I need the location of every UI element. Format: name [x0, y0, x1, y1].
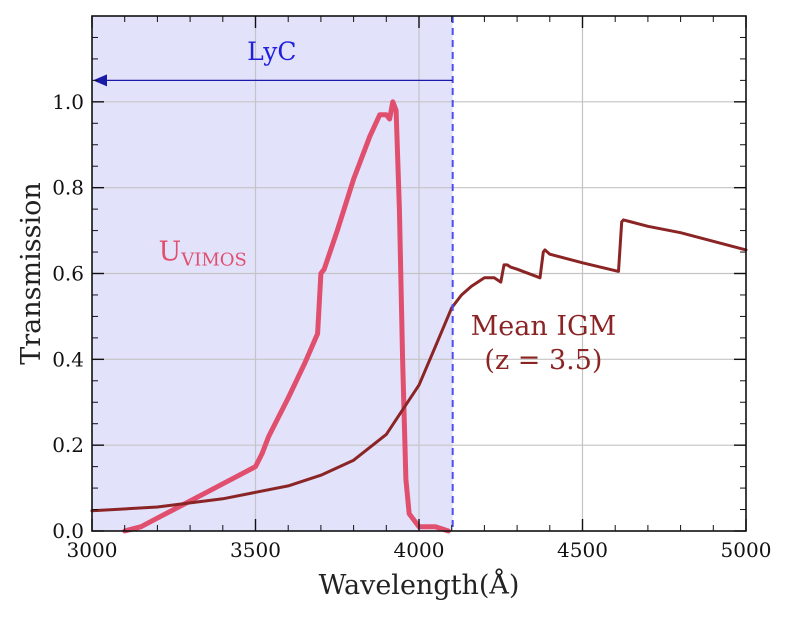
- u-vimos-label-main: U: [158, 237, 181, 268]
- mean-igm-label-line1: Mean IGM: [471, 311, 617, 342]
- frame-layer: [91, 15, 747, 532]
- y-tick-label: 0.2: [52, 433, 84, 457]
- u-vimos-label: UVIMOS: [158, 237, 246, 271]
- lyc-arrowhead: [93, 74, 107, 87]
- y-tick-label: 1.0: [52, 90, 84, 114]
- y-tick-label: 0.0: [52, 519, 84, 543]
- mean-igm-label-line2: (z = 3.5): [484, 345, 602, 376]
- y-tick-label: 0.4: [52, 347, 84, 371]
- x-tick-label: 3500: [230, 538, 281, 562]
- mean-igm-curve: [90, 218, 748, 513]
- lyc-label: LyC: [247, 37, 296, 66]
- y-tick-label: 0.6: [52, 262, 84, 286]
- x-axis-title: Wavelength(Å): [319, 568, 520, 601]
- x-tick-label: 4000: [394, 538, 445, 562]
- x-tick-label: 5000: [721, 538, 772, 562]
- series-layer: [90, 99, 748, 534]
- x-tick-label: 4500: [557, 538, 608, 562]
- x-tick-label: 3000: [67, 538, 118, 562]
- y-tick-label: 0.8: [52, 176, 84, 200]
- label-layer: 3000 3500 4000 4500 5000 0.0 0.2 0.4 0.6 0.8 1.0 Wa…: [16, 37, 771, 601]
- u-vimos-filter-curve: [122, 99, 451, 534]
- grid-layer: [92, 16, 746, 531]
- u-vimos-label-sub: VIMOS: [180, 250, 247, 271]
- y-axis-title: Transmission: [16, 182, 47, 365]
